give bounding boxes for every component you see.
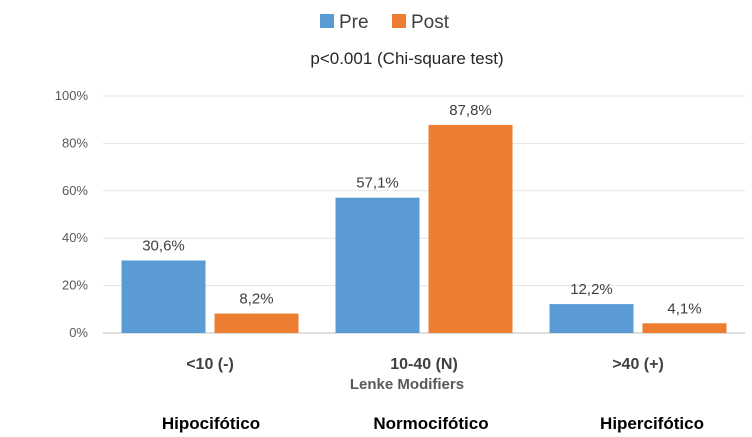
- category-descriptions: Hipocifótico Normocifótico Hipercifótico: [162, 414, 704, 433]
- category-description: Hipercifótico: [600, 414, 704, 433]
- x-axis-ticks: <10 (-) 10-40 (N) >40 (+): [186, 356, 664, 373]
- bar-post-1: [428, 124, 513, 333]
- bar-post-2: [642, 323, 727, 333]
- y-tick-label: 80%: [62, 135, 88, 150]
- gridlines: [103, 95, 745, 334]
- y-tick-label: 40%: [62, 230, 88, 245]
- bar-pre-1: [335, 197, 420, 333]
- x-tick-label: >40 (+): [612, 356, 664, 373]
- data-label-pre-2: 12,2%: [570, 281, 613, 298]
- category-description: Hipocifótico: [162, 414, 260, 433]
- y-axis-ticks: 0% 20% 40% 60% 80% 100%: [55, 88, 89, 340]
- data-label-pre-1: 57,1%: [356, 175, 399, 192]
- chart-title: p<0.001 (Chi-square test): [310, 49, 503, 68]
- bar-post-0: [214, 313, 299, 333]
- bar-pre-0: [121, 260, 206, 333]
- data-label-pre-0: 30,6%: [142, 237, 185, 254]
- bar-pre-2: [549, 304, 634, 333]
- y-tick-label: 60%: [62, 183, 88, 198]
- legend: Pre Post: [320, 12, 450, 33]
- data-labels: 30,6% 8,2% 57,1% 87,8% 12,2% 4,1%: [142, 102, 701, 317]
- category-description: Normocifótico: [373, 414, 488, 433]
- data-label-post-1: 87,8%: [449, 102, 492, 119]
- bars: [121, 124, 727, 333]
- x-axis-label: Lenke Modifiers: [350, 376, 464, 393]
- x-tick-label: 10-40 (N): [390, 356, 458, 373]
- y-tick-label: 100%: [55, 88, 89, 103]
- legend-label-post: Post: [411, 12, 450, 33]
- legend-swatch-post: [392, 14, 406, 28]
- x-tick-label: <10 (-): [186, 356, 234, 373]
- data-label-post-0: 8,2%: [239, 291, 273, 308]
- legend-swatch-pre: [320, 14, 334, 28]
- data-label-post-2: 4,1%: [667, 300, 701, 317]
- y-tick-label: 0%: [69, 325, 88, 340]
- y-tick-label: 20%: [62, 278, 88, 293]
- legend-label-pre: Pre: [339, 12, 369, 33]
